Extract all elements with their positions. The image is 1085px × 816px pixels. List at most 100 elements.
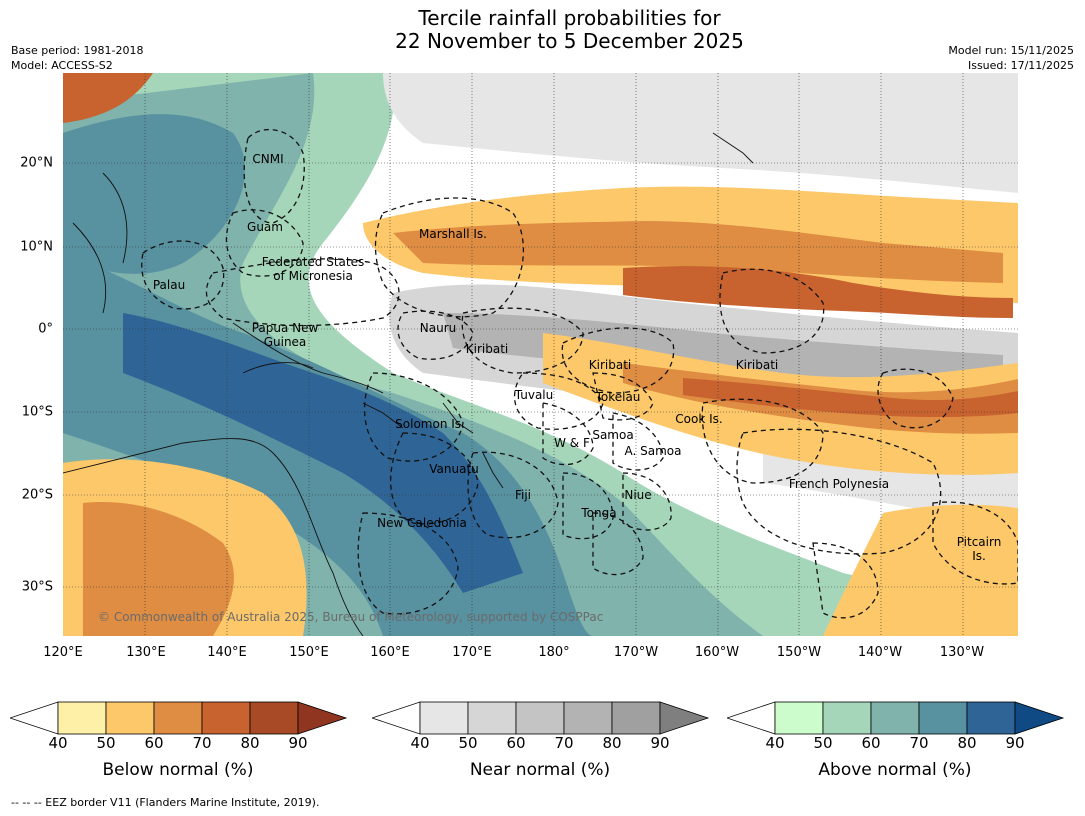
region-label-pitcairn: Pitcairn Is. — [956, 535, 1002, 563]
colorbar-below-normal: 40 50 60 70 80 90 Below normal (%) — [10, 700, 350, 790]
eez-footnote: -- -- -- EEZ border V11 (Flanders Marine… — [11, 796, 320, 809]
colorbar-above-swatch-60 — [870, 701, 920, 735]
colorbar-above-tick-70: 70 — [909, 734, 929, 752]
x-tick-120e: 120°E — [43, 645, 83, 660]
y-tick-20n: 20°N — [20, 155, 53, 171]
colorbar-near-swatch-80 — [611, 701, 661, 735]
colorbar-below-tick-60: 60 — [144, 734, 164, 752]
region-label-niue: Niue — [624, 488, 652, 502]
x-tick-180: 180° — [538, 645, 570, 660]
colorbar-above-swatch-80 — [966, 701, 1016, 735]
region-label-tonga: Tonga — [581, 506, 617, 520]
above-normal-north — [63, 114, 245, 274]
rainfall-field — [63, 73, 1018, 636]
x-tick-170w: 170°W — [613, 645, 659, 660]
colorbar-above-tick-60: 60 — [861, 734, 881, 752]
below-normal-band-north-core — [393, 221, 1003, 283]
near-normal-core — [443, 313, 1003, 384]
region-label-palau: Palau — [152, 278, 186, 292]
below-normal-australia-core — [83, 502, 234, 636]
colorbar-above-tick-40: 40 — [765, 734, 785, 752]
y-tick-20s: 20°S — [21, 487, 53, 503]
colorbar-above-swatch-40 — [774, 701, 824, 735]
x-tick-130e: 130°E — [126, 645, 166, 660]
title-line-1: Tercile rainfall probabilities for — [418, 6, 721, 30]
colorbar-below-tick-40: 40 — [48, 734, 68, 752]
region-label-fiji: Fiji — [514, 488, 532, 502]
copyright-text: © Commonwealth of Australia 2025, Bureau… — [98, 610, 604, 624]
colorbar-above-tick-90: 90 — [1005, 734, 1025, 752]
colorbar-below-tick-70: 70 — [192, 734, 212, 752]
colorbar-above-tick-50: 50 — [813, 734, 833, 752]
colorbar-below-tick-50: 50 — [96, 734, 116, 752]
coastlines — [63, 132, 754, 636]
colorbar-near-label: Near normal (%) — [469, 760, 611, 780]
region-label-newcal: New Caledonia — [377, 516, 467, 530]
colorbar-near-swatch-70 — [563, 701, 613, 735]
graticule — [63, 73, 1018, 636]
y-tick-10s: 10°S — [21, 404, 53, 420]
region-label-solomon: Solomon Is. — [395, 417, 465, 431]
colorbar-below-swatch-60 — [153, 701, 203, 735]
x-tick-150e: 150°E — [289, 645, 329, 660]
x-tick-160e: 160°E — [370, 645, 410, 660]
colorbar-above-normal: 40 50 60 70 80 90 Above normal (%) — [727, 700, 1067, 790]
issued-text: Issued: 17/11/2025 — [967, 59, 1074, 72]
x-tick-170e: 170°E — [452, 645, 492, 660]
region-label-kiribati-e: Kiribati — [735, 358, 779, 372]
region-label-asamoa: A. Samoa — [624, 444, 682, 458]
colorbar-below-high-extend — [297, 701, 348, 735]
colorbar-near-tick-70: 70 — [554, 734, 574, 752]
below-normal-band-equator-max — [683, 378, 1018, 418]
near-normal-north — [383, 73, 1018, 193]
colorbar-below-swatch-40 — [57, 701, 107, 735]
colorbar-below-swatches — [10, 701, 348, 735]
y-tick-10n: 10°N — [20, 239, 53, 255]
x-tick-130w: 130°W — [939, 645, 985, 660]
colorbar-below-label: Below normal (%) — [102, 760, 254, 780]
colorbar-near-tick-40: 40 — [410, 734, 430, 752]
region-label-marshall: Marshall Is. — [419, 227, 487, 241]
region-label-wf: W & F — [554, 436, 590, 450]
colorbar-near-swatch-40 — [419, 701, 469, 735]
region-label-kiribati-c: Kiribati — [588, 358, 632, 372]
colorbar-near-normal: 40 50 60 70 80 90 Near normal (%) — [372, 700, 712, 790]
colorbar-near-tick-60: 60 — [506, 734, 526, 752]
region-label-nauru: Nauru — [419, 321, 457, 335]
colorbar-above-swatch-50 — [822, 701, 872, 735]
above-normal-max — [123, 313, 523, 593]
region-label-cnmi: CNMI — [252, 152, 284, 166]
colorbar-near-swatches — [372, 701, 710, 735]
region-label-samoa: Samoa — [592, 428, 634, 442]
colorbar-above-tick-80: 80 — [957, 734, 977, 752]
colorbar-near-low-extend — [372, 701, 421, 735]
region-label-tuvalu: Tuvalu — [514, 388, 554, 402]
colorbar-near-tick-90: 90 — [650, 734, 670, 752]
model-text: Model: ACCESS-S2 — [11, 59, 113, 72]
y-tick-30s: 30°S — [21, 579, 53, 595]
colorbar-near-swatch-60 — [515, 701, 565, 735]
colorbar-near-tick-50: 50 — [458, 734, 478, 752]
colorbar-below-swatch-70 — [201, 701, 251, 735]
region-label-guam: Guam — [247, 220, 283, 234]
x-tick-140w: 140°W — [857, 645, 903, 660]
x-tick-140e: 140°E — [207, 645, 247, 660]
colorbar-below-tick-80: 80 — [240, 734, 260, 752]
colorbar-above-swatch-70 — [918, 701, 968, 735]
colorbar-below-tick-90: 90 — [288, 734, 308, 752]
map-title: Tercile rainfall probabilities for 22 No… — [0, 7, 1085, 53]
colorbar-above-high-extend — [1014, 701, 1065, 735]
below-normal-band-north-max — [623, 266, 1013, 318]
region-label-frpoly: French Polynesia — [788, 477, 890, 491]
colorbar-above-label: Above normal (%) — [818, 760, 972, 780]
region-label-png: Papua New Guinea — [251, 321, 319, 349]
region-label-tokelau: Tokelau — [595, 390, 641, 404]
eez-borders — [141, 129, 1018, 619]
y-tick-0: 0° — [38, 321, 53, 337]
colorbar-above-low-extend — [727, 701, 776, 735]
meta-left: Base period: 1981-2018 Model: ACCESS-S2 — [11, 43, 143, 73]
region-label-cook: Cook Is. — [675, 412, 723, 426]
region-label-kiribati-w: Kiribati — [465, 342, 509, 356]
x-tick-160w: 160°W — [694, 645, 740, 660]
meta-right: Model run: 15/11/2025 Issued: 17/11/2025 — [948, 43, 1074, 73]
